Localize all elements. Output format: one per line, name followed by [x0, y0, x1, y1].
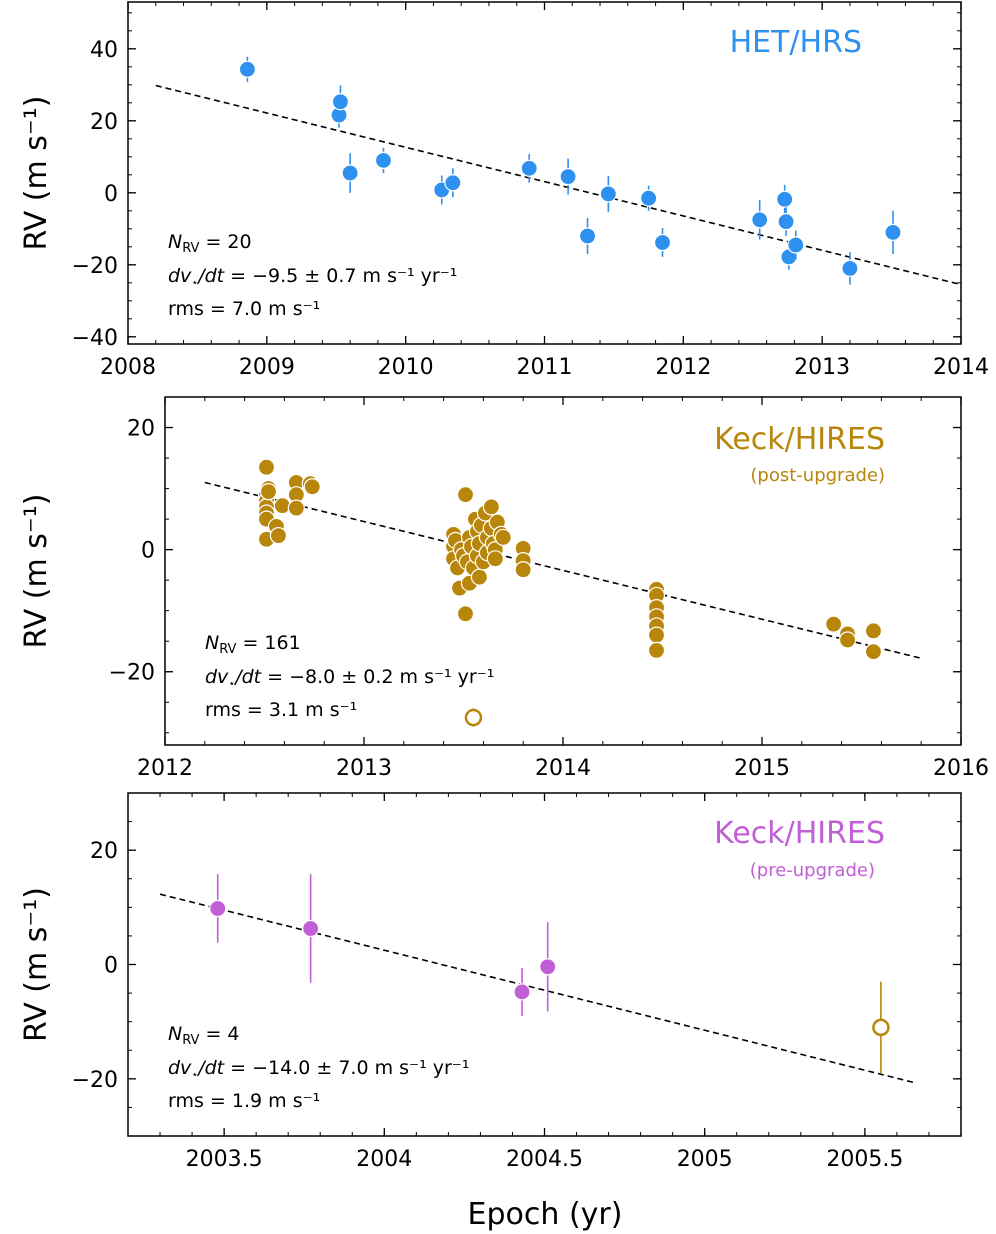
instrument-sublabel: (post-upgrade): [750, 465, 885, 486]
x-tick-label: 2014: [535, 756, 591, 781]
data-point: [444, 174, 462, 192]
data-point: [647, 641, 666, 659]
y-tick-label: 20: [90, 110, 118, 135]
x-tick-label: 2008: [100, 355, 156, 380]
data-point: [864, 642, 883, 661]
data-point: [238, 60, 256, 78]
data-point: [751, 211, 769, 229]
y-tick-label: 40: [90, 38, 118, 63]
trend-line: [204, 481, 922, 660]
data-point: [456, 605, 475, 623]
x-tick-label: 2012: [137, 756, 193, 781]
data-point: [287, 499, 305, 517]
data-point: [513, 983, 531, 1001]
data-point: [273, 497, 292, 515]
data-point: [787, 236, 805, 254]
data-point: [838, 631, 857, 649]
data-point: [209, 899, 227, 918]
x-tick-label: 2005.5: [826, 1147, 903, 1172]
data-point: [269, 526, 288, 545]
panel-keck-post-upgrade: 2012 2013 2014 2015 2016 −20 0 20 RV (m s⁻¹) Keck…: [19, 396, 989, 781]
data-point: [884, 223, 902, 241]
data-point: [257, 458, 276, 476]
panel-het-hrs: 2008 2009 2010 2011 2012 2013 2014 −40 −20 0 20 40 R…: [19, 1, 989, 380]
data-point: [520, 159, 538, 177]
annotation-nrv: NRV = 4: [168, 1023, 240, 1048]
data-point: [559, 168, 577, 186]
data-point: [841, 259, 859, 277]
y-tick-label: 0: [141, 539, 155, 564]
instrument-sublabel: (pre-upgrade): [750, 860, 875, 881]
y-tick-label: −40: [72, 326, 118, 351]
y-axis-label: RV (m s⁻¹): [19, 887, 54, 1042]
data-point: [259, 483, 278, 501]
x-tick-label: 2016: [933, 756, 989, 781]
annotation-slope: dv⋆/dt = −14.0 ± 7.0 m s⁻¹ yr⁻¹: [168, 1057, 469, 1081]
data-point: [539, 958, 557, 976]
x-tick-label: 2012: [655, 355, 711, 380]
data-point: [776, 190, 794, 208]
annotation-nrv: NRV = 161: [205, 632, 301, 657]
data-point: [647, 626, 666, 644]
x-tick-label: 2005: [677, 1147, 733, 1172]
data-point: [331, 93, 350, 111]
annotation-nrv: NRV = 20: [168, 231, 252, 256]
data-point: [303, 478, 321, 496]
y-tick-label: 20: [127, 417, 155, 442]
data-point-open: [872, 1018, 890, 1037]
data-point: [486, 550, 504, 568]
data-point: [514, 561, 532, 579]
data-point: [482, 498, 500, 516]
annotation-rms: rms = 3.1 m s⁻¹: [205, 699, 357, 721]
x-tick-label: 2013: [336, 756, 392, 781]
instrument-label: Keck/HIRES: [714, 816, 885, 851]
annotation-slope: dv⋆/dt = −8.0 ± 0.2 m s⁻¹ yr⁻¹: [205, 666, 494, 690]
data-point: [494, 528, 512, 547]
annotation-slope: dv⋆/dt = −9.5 ± 0.7 m s⁻¹ yr⁻¹: [168, 265, 457, 289]
data-point: [653, 233, 672, 252]
data-point: [470, 568, 489, 586]
x-tick-label: 2011: [517, 355, 573, 380]
y-tick-label: −20: [72, 1068, 118, 1093]
data-point: [599, 185, 617, 203]
x-tick-label: 2013: [794, 355, 850, 380]
annotation-rms: rms = 1.9 m s⁻¹: [168, 1090, 320, 1112]
y-tick-label: −20: [109, 661, 155, 686]
data-point: [777, 213, 795, 231]
y-axis-label: RV (m s⁻¹): [19, 96, 54, 251]
y-tick-label: −20: [72, 254, 118, 279]
x-tick-label: 2014: [933, 355, 989, 380]
data-point: [640, 189, 658, 207]
data-point: [374, 151, 393, 169]
data-point: [341, 164, 359, 182]
data-point: [302, 919, 320, 938]
annotation-rms: rms = 7.0 m s⁻¹: [168, 298, 320, 320]
x-tick-label: 2015: [734, 756, 790, 781]
y-axis-label: RV (m s⁻¹): [19, 494, 54, 649]
x-axis-label: Epoch (yr): [468, 1197, 623, 1232]
y-tick-label: 0: [104, 954, 118, 979]
panel-keck-pre-upgrade: 2003.5 2004 2004.5 2005 2005.5 −20 0 20 RV (m s⁻…: [19, 792, 962, 1172]
instrument-label: Keck/HIRES: [714, 422, 885, 457]
y-tick-label: 20: [90, 839, 118, 864]
x-tick-label: 2010: [378, 355, 434, 380]
data-point: [825, 615, 843, 633]
data-point: [456, 486, 475, 504]
data-point-open: [464, 708, 483, 727]
trend-line: [159, 893, 914, 1084]
x-tick-label: 2003.5: [186, 1147, 263, 1172]
x-tick-label: 2009: [239, 355, 295, 380]
x-tick-label: 2004.5: [506, 1147, 583, 1172]
data-point: [864, 622, 883, 640]
trend-line: [155, 84, 962, 286]
x-tick-label: 2004: [356, 1147, 412, 1172]
y-tick-label: 0: [104, 182, 118, 207]
data-point: [578, 227, 597, 245]
instrument-label: HET/HRS: [730, 25, 862, 60]
